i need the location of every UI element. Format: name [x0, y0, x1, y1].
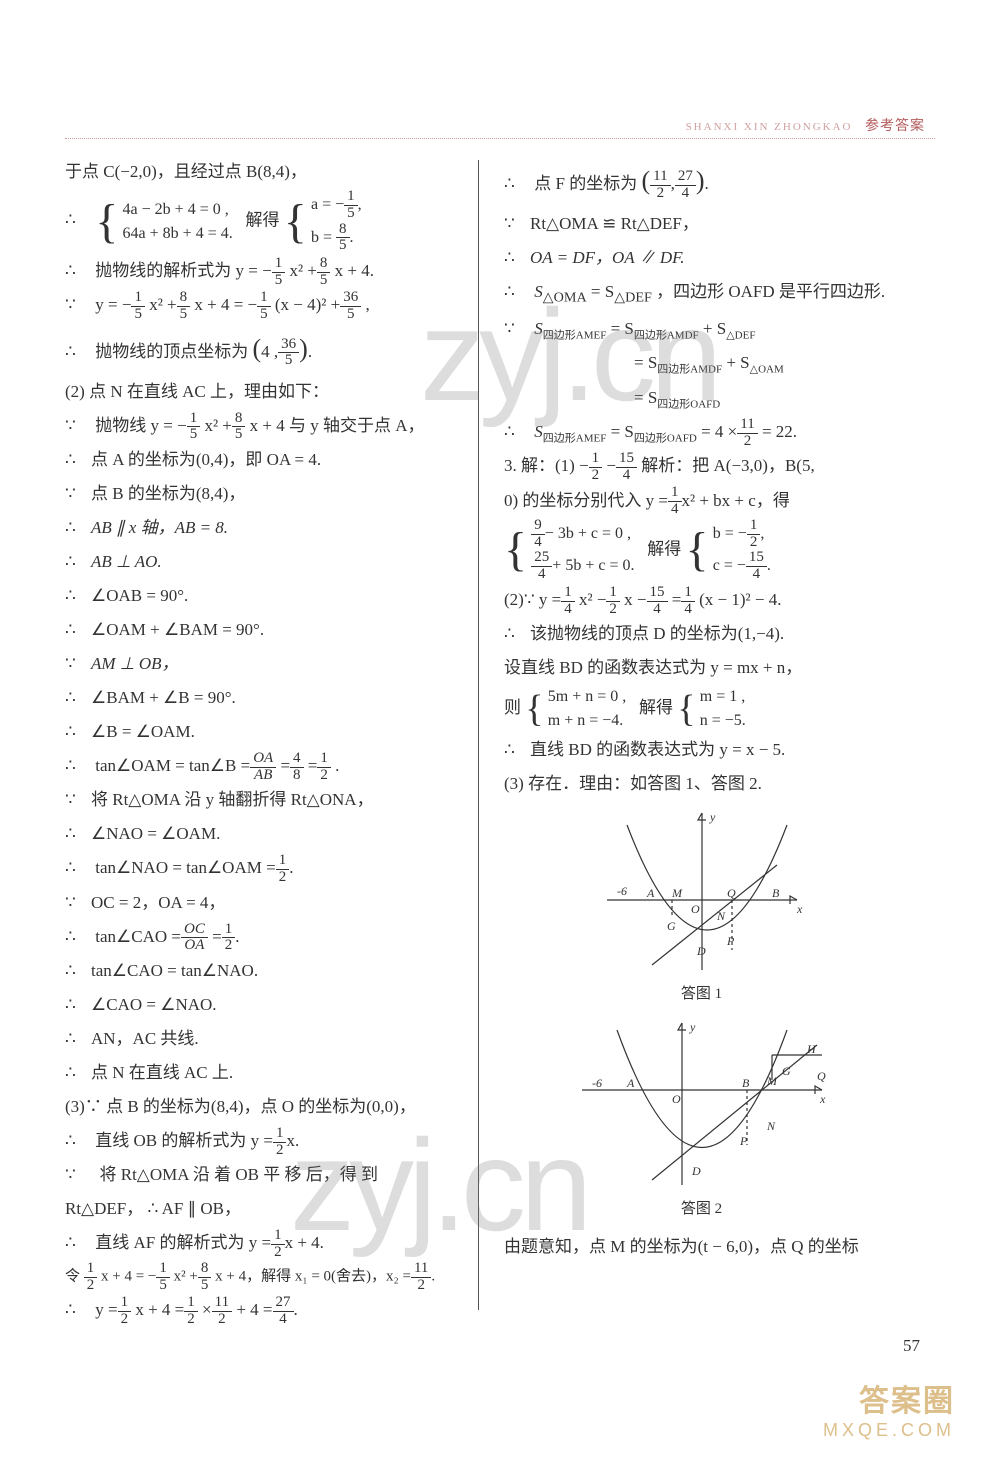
l-2: ∴ { 4a − 2b + 4 = 0 , 64a + 8b + 4 = 4. … — [65, 189, 460, 254]
fig2-caption: 答图 2 — [504, 1194, 899, 1224]
svg-text:y: y — [689, 1020, 696, 1034]
l-24: ∴∠CAO = ∠NAO. — [65, 988, 460, 1022]
svg-text:A: A — [626, 1076, 635, 1090]
l-4: ∵ y = −15 x² +85 x + 4 = −15 (x − 4)² +3… — [65, 288, 460, 322]
right-column: ∴ 点 F 的坐标为 (112,274). ∵Rt△OMA ≌ Rt△DEF， … — [479, 155, 899, 1328]
l-26: ∴点 N 在直线 AC 上. — [65, 1056, 460, 1090]
columns: 于点 C(−2,0)，且经过点 B(8,4)， ∴ { 4a − 2b + 4 … — [65, 155, 935, 1328]
r-18: 由题意知，点 M 的坐标为(t − 6,0)，点 Q 的坐标 — [504, 1230, 899, 1264]
l-18: ∵将 Rt△OMA 沿 y 轴翻折得 Rt△ONA， — [65, 783, 460, 817]
l-8: ∴点 A 的坐标为(0,4)，即 OA = 4. — [65, 443, 460, 477]
l-10: ∴AB ∥ x 轴，AB = 8. — [65, 511, 460, 545]
header-pinyin: SHANXI XIN ZHONGKAO — [686, 121, 853, 133]
r-5: ∵ S四边形AMEF = S四边形AMDF + S△DEF — [504, 312, 899, 346]
svg-text:x: x — [819, 1092, 826, 1106]
left-column: 于点 C(−2,0)，且经过点 B(8,4)， ∴ { 4a − 2b + 4 … — [65, 155, 478, 1328]
svg-text:Q: Q — [727, 886, 736, 900]
r-15: 则 { 5m + n = 0 ,m + n = −4. 解得 { m = 1 ,… — [504, 685, 899, 733]
r-3: ∴OA = DF，OA ∥ DF. — [504, 241, 899, 275]
page-number: 57 — [903, 1336, 920, 1356]
svg-text:B: B — [742, 1076, 750, 1090]
r-1: ∴ 点 F 的坐标为 (112,274). — [504, 155, 899, 207]
r-16: ∴直线 BD 的函数表达式为 y = x − 5. — [504, 733, 899, 767]
r-4: ∴ S△OMA = S△DEF ，四边形 OAFD 是平行四边形. — [504, 275, 899, 312]
svg-text:B: B — [772, 886, 780, 900]
l-16: ∴∠B = ∠OAM. — [65, 715, 460, 749]
r-13: ∴该抛物线的顶点 D 的坐标为(1,−4). — [504, 617, 899, 651]
l-7: ∵ 抛物线 y = −15 x² +85 x + 4 与 y 轴交于点 A， — [65, 409, 460, 443]
svg-text:y: y — [709, 810, 716, 824]
svg-text:D: D — [691, 1164, 701, 1178]
svg-text:G: G — [667, 919, 676, 933]
svg-text:N: N — [766, 1119, 776, 1133]
svg-text:-6: -6 — [617, 884, 627, 898]
fig1-caption: 答图 1 — [504, 979, 899, 1009]
r-14: 设直线 BD 的函数表达式为 y = mx + n， — [504, 651, 899, 685]
svg-text:x: x — [796, 902, 803, 916]
l-31: ∴ 直线 AF 的解析式为 y =12x + 4. — [65, 1226, 460, 1260]
header-rule — [65, 138, 935, 139]
l-15: ∴∠BAM + ∠B = 90°. — [65, 681, 460, 715]
l-6: (2) 点 N 在直线 AC 上，理由如下： — [65, 375, 460, 409]
l-27: (3)∵ 点 B 的坐标为(8,4)，点 O 的坐标为(0,0)， — [65, 1090, 460, 1124]
l-1: 于点 C(−2,0)，且经过点 B(8,4)， — [65, 155, 460, 189]
l-17: ∴ tan∠OAM = tan∠B =OAAB =48 =12 . — [65, 749, 460, 783]
r-2: ∵Rt△OMA ≌ Rt△DEF， — [504, 207, 899, 241]
l-33: ∴ y =12 x + 4 =12 ×112 + 4 =274. — [65, 1293, 460, 1327]
svg-text:O: O — [672, 1092, 681, 1106]
r-6: = S四边形AMDF + S△OAM — [504, 346, 899, 380]
l-5: ∴ 抛物线的顶点坐标为 (4 ,365). — [65, 323, 460, 375]
r-12: (2)∵ y =14 x² −12 x −154 =14 (x − 1)² − … — [504, 583, 899, 617]
l-25: ∴AN，AC 共线. — [65, 1022, 460, 1056]
l-22: ∴ tan∠CAO =OCOA =12. — [65, 920, 460, 954]
l-23: ∴tan∠CAO = tan∠NAO. — [65, 954, 460, 988]
svg-text:-6: -6 — [592, 1076, 602, 1090]
r-17: (3) 存在．理由：如答图 1、答图 2. — [504, 767, 899, 801]
l-12: ∴∠OAB = 90°. — [65, 579, 460, 613]
l-20: ∴ tan∠NAO = tan∠OAM =12. — [65, 851, 460, 885]
l-3: ∴ 抛物线的解析式为 y = −15 x² +85 x + 4. — [65, 254, 460, 288]
r-11: { 94− 3b + c = 0 , 254+ 5b + c = 0. 解得 {… — [504, 518, 899, 583]
l-29: ∵ 将 Rt△OMA 沿 着 OB 平 移 后，得 到 — [65, 1158, 460, 1192]
page: SHANXI XIN ZHONGKAO 参考答案 zyj.cn zyj.cn 于… — [0, 0, 1000, 1471]
r-7: = S四边形OAFD — [504, 381, 899, 415]
r-8: ∴ S四边形AMEF = S四边形OAFD = 4 ×112 = 22. — [504, 415, 899, 449]
l-28: ∴ 直线 OB 的解析式为 y =12x. — [65, 1124, 460, 1158]
l-21: ∵OC = 2，OA = 4， — [65, 886, 460, 920]
answer-figure-1: y x -6 A M O Q B G D P N — [597, 805, 807, 975]
svg-text:D: D — [696, 944, 706, 958]
svg-text:H: H — [806, 1042, 817, 1056]
l-11: ∴AB ⊥ AO. — [65, 545, 460, 579]
svg-text:O: O — [691, 902, 700, 916]
l-14: ∵AM ⊥ OB， — [65, 647, 460, 681]
answer-figure-2: y x -6 A O B MG HQ P N D — [572, 1015, 832, 1190]
r-9: 3. 解：(1) −12 −154 解析：把 A(−3,0)，B(5, — [504, 449, 899, 483]
r-10: 0) 的坐标分别代入 y =14x² + bx + c，得 — [504, 484, 899, 518]
header-title: 参考答案 — [865, 119, 925, 134]
svg-text:M: M — [671, 886, 683, 900]
svg-text:P: P — [739, 1134, 748, 1148]
svg-text:Q: Q — [817, 1069, 826, 1083]
svg-text:P: P — [726, 934, 735, 948]
page-header: SHANXI XIN ZHONGKAO 参考答案 — [686, 115, 925, 135]
l-9: ∵点 B 的坐标为(8,4)， — [65, 477, 460, 511]
brand-watermark: 答案圈 MXQE.COM — [823, 1376, 955, 1441]
svg-text:A: A — [646, 886, 655, 900]
svg-text:N: N — [716, 909, 726, 923]
l-30: Rt△DEF， ∴ AF ∥ OB， — [65, 1192, 460, 1226]
l-13: ∴∠OAM + ∠BAM = 90°. — [65, 613, 460, 647]
l-19: ∴∠NAO = ∠OAM. — [65, 817, 460, 851]
svg-text:M: M — [766, 1074, 778, 1088]
l-32: 令 12 x + 4 = −15 x² +85 x + 4，解得 x₁ = 0(… — [65, 1261, 460, 1294]
svg-text:G: G — [782, 1064, 791, 1078]
